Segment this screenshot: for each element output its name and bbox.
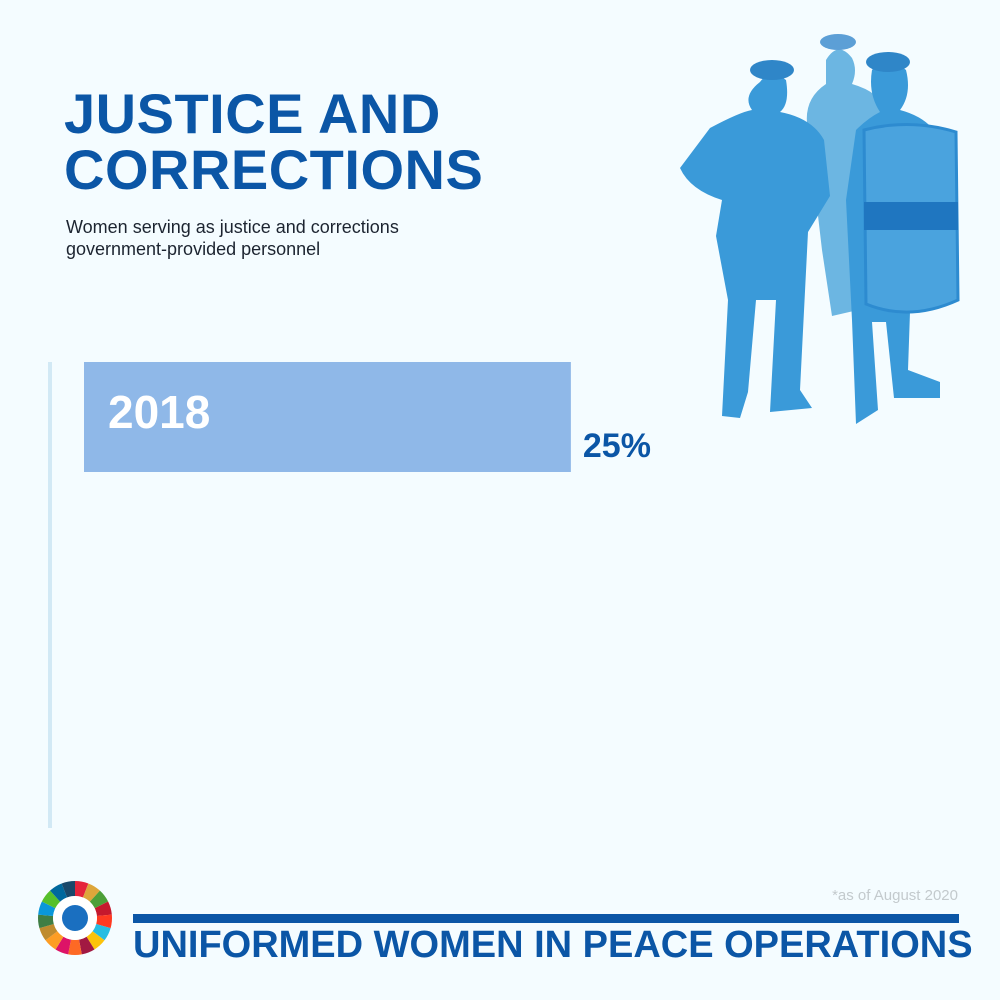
footer-rule <box>133 914 959 923</box>
logo-segment <box>75 881 89 898</box>
logo-segment <box>41 890 61 909</box>
logo <box>38 881 112 956</box>
logo-segment <box>50 883 68 902</box>
category-label: 2018 <box>108 386 210 438</box>
bar <box>84 362 571 472</box>
logo-segment <box>89 890 109 909</box>
logo-segment <box>38 901 56 916</box>
logo-segment <box>45 931 64 950</box>
illustration <box>680 34 960 424</box>
logo-segment <box>82 883 100 902</box>
logo-segment <box>39 924 58 941</box>
logo-segment <box>86 931 105 950</box>
chart-subtitle: Women serving as justice and corrections… <box>66 217 399 259</box>
logo-segment <box>61 881 75 898</box>
logo-segment <box>92 924 111 941</box>
note: *as of August 2020 <box>832 887 958 904</box>
value-label: 25% <box>583 427 651 465</box>
logo-segment <box>94 901 112 916</box>
logo-emblem <box>62 905 88 931</box>
logo-segment <box>68 939 82 956</box>
logo-segment <box>96 914 112 929</box>
footer: UNIFORMED WOMEN IN PEACE OPERATIONS <box>133 924 973 966</box>
logo-segment <box>55 936 71 955</box>
chart-title: JUSTICE AND CORRECTIONS <box>64 82 484 201</box>
logo-segment <box>79 936 95 955</box>
logo-segment <box>38 914 54 929</box>
